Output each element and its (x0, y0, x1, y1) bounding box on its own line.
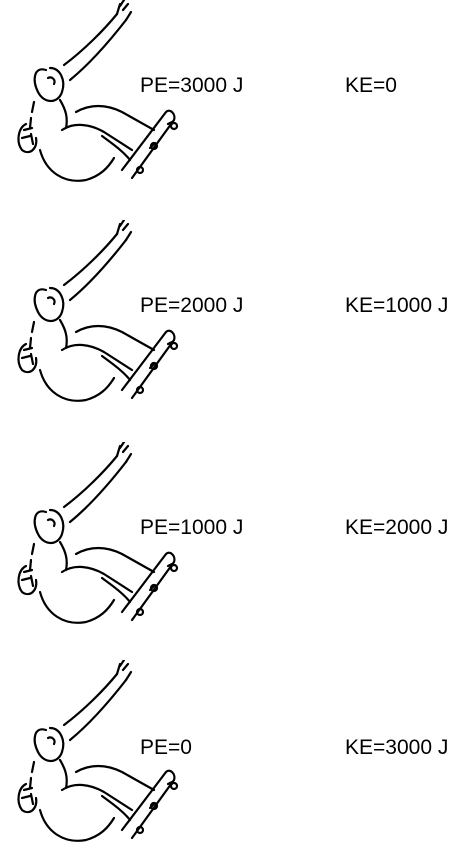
kinetic-energy-label: KE=2000 J (345, 516, 449, 539)
kinetic-energy-label: KE=0 (345, 74, 397, 97)
stage-3: PE=1000 J KE=2000 J (0, 442, 469, 642)
stage-4: PE=0 KE=3000 J (0, 660, 469, 860)
potential-energy-label: PE=1000 J (140, 516, 244, 539)
potential-energy-label: PE=3000 J (140, 74, 244, 97)
kinetic-energy-label: KE=3000 J (345, 736, 449, 759)
potential-energy-label: PE=0 (140, 736, 192, 759)
stage-1: PE=3000 J KE=0 (0, 0, 469, 200)
kinetic-energy-label: KE=1000 J (345, 294, 449, 317)
potential-energy-label: PE=2000 J (140, 294, 244, 317)
stage-2: PE=2000 J KE=1000 J (0, 220, 469, 420)
